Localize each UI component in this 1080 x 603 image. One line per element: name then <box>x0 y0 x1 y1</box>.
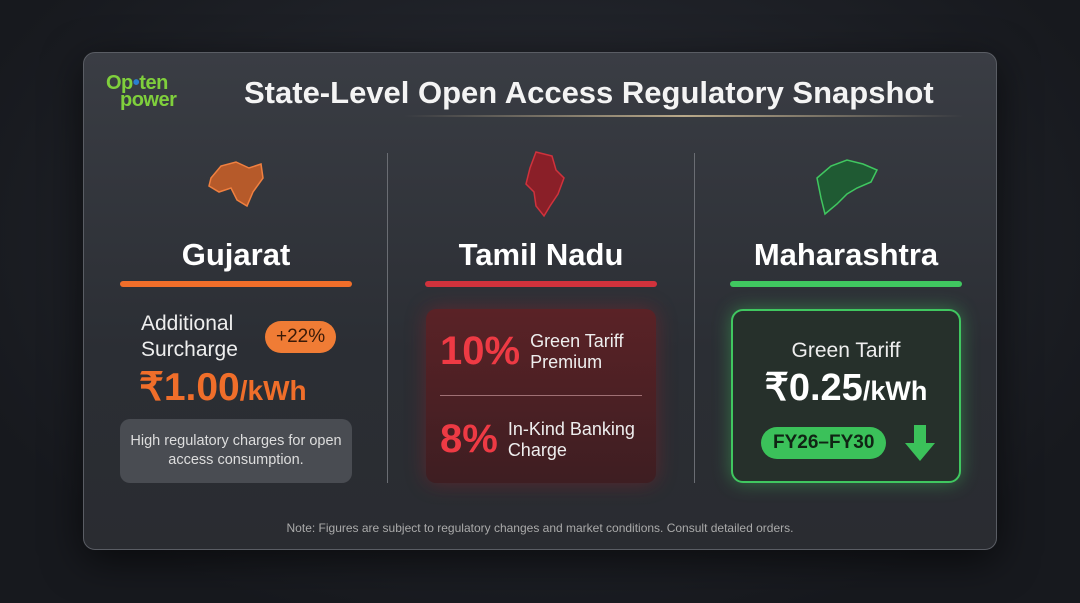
tamil-nadu-charges: 10% Green Tariff Premium 8% In-Kind Bankin… <box>426 309 656 483</box>
increase-badge: +22% <box>265 321 337 353</box>
divider <box>694 153 695 483</box>
footer-note: Note: Figures are subject to regulatory … <box>286 521 794 535</box>
green-tariff-premium: 10% Green Tariff Premium <box>440 329 640 374</box>
separator <box>440 395 642 396</box>
maharashtra-map-icon <box>816 159 879 216</box>
percent-value: 8% <box>440 417 498 461</box>
tamil-nadu-column: Tamil Nadu <box>416 148 666 287</box>
maharashtra-tariff: Green Tariff ₹0.25/kWh FY26–FY30 <box>731 309 961 483</box>
page-title: State-Level Open Access Regulatory Snaps… <box>244 75 934 110</box>
tariff-value: ₹0.25/kWh <box>764 367 928 409</box>
state-name: Tamil Nadu <box>458 237 624 272</box>
title-underline <box>404 115 964 117</box>
period-pill: FY26–FY30 <box>761 427 887 459</box>
tamil-nadu-map-icon <box>525 151 565 218</box>
gujarat-map-icon <box>208 161 264 208</box>
row-label: Green Tariff Premium <box>530 330 624 372</box>
tariff-label: Green Tariff <box>791 339 901 362</box>
surcharge-label: Additional Surcharge <box>141 312 238 361</box>
openpower-logo: Op•ten power <box>106 72 177 111</box>
gujarat-column: Gujarat <box>111 148 361 287</box>
state-underline <box>425 281 657 287</box>
row-label: In-Kind Banking Charge <box>507 418 635 460</box>
state-underline <box>730 281 962 287</box>
state-underline <box>120 281 352 287</box>
state-name: Maharashtra <box>753 237 939 272</box>
surcharge-value: ₹1.00/kWh <box>139 366 307 409</box>
divider <box>387 153 388 483</box>
arrow-down-icon <box>905 425 935 461</box>
percent-value: 10% <box>440 329 521 373</box>
maharashtra-column: Maharashtra <box>721 148 971 287</box>
state-name: Gujarat <box>181 237 291 272</box>
banking-charge: 8% In-Kind Banking Charge <box>440 417 648 462</box>
snapshot-card: Op•ten power State-Level Open Access Regu… <box>83 52 997 550</box>
gujarat-note: High regulatory charges for open access … <box>120 419 352 483</box>
